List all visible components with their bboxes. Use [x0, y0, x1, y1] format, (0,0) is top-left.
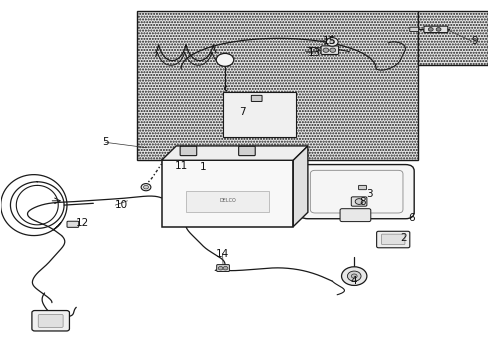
FancyBboxPatch shape [423, 26, 447, 33]
Circle shape [218, 266, 223, 270]
FancyBboxPatch shape [381, 234, 404, 244]
Circle shape [326, 38, 337, 46]
Circle shape [435, 28, 440, 31]
Circle shape [323, 48, 328, 52]
FancyBboxPatch shape [32, 311, 69, 331]
Text: 14: 14 [216, 248, 229, 258]
Bar [185, 191, 268, 212]
FancyBboxPatch shape [238, 146, 255, 156]
FancyBboxPatch shape [321, 46, 338, 54]
Text: 5: 5 [102, 138, 109, 147]
Circle shape [427, 28, 432, 31]
FancyBboxPatch shape [358, 185, 366, 190]
Polygon shape [161, 146, 307, 160]
FancyBboxPatch shape [299, 165, 413, 219]
FancyBboxPatch shape [251, 95, 262, 102]
Bar [417, 12, 488, 65]
Circle shape [329, 48, 335, 52]
Bar [161, 160, 293, 226]
FancyBboxPatch shape [38, 315, 63, 327]
Text: 4: 4 [350, 276, 357, 286]
FancyBboxPatch shape [350, 197, 366, 206]
FancyBboxPatch shape [409, 27, 418, 32]
Text: 13: 13 [307, 48, 321, 58]
FancyBboxPatch shape [376, 231, 409, 248]
Polygon shape [293, 146, 307, 226]
FancyBboxPatch shape [180, 146, 196, 156]
Text: DELCO: DELCO [219, 198, 235, 203]
Circle shape [329, 40, 334, 44]
Circle shape [141, 184, 151, 191]
Text: 7: 7 [238, 107, 245, 117]
Text: 9: 9 [470, 36, 477, 46]
FancyBboxPatch shape [339, 209, 370, 222]
FancyBboxPatch shape [67, 221, 79, 227]
Bar [137, 12, 417, 160]
Circle shape [216, 53, 233, 66]
Text: 8: 8 [358, 197, 365, 207]
Text: 12: 12 [76, 218, 89, 228]
Circle shape [346, 271, 360, 281]
FancyBboxPatch shape [216, 265, 229, 271]
Circle shape [223, 266, 227, 270]
Text: 15: 15 [322, 36, 335, 46]
Circle shape [143, 185, 148, 189]
Text: 11: 11 [174, 161, 187, 171]
Circle shape [354, 199, 362, 204]
Text: 10: 10 [115, 200, 128, 210]
Circle shape [350, 274, 356, 278]
Text: 3: 3 [366, 189, 372, 199]
Bar [222, 92, 295, 137]
Text: 6: 6 [407, 213, 414, 222]
Circle shape [341, 267, 366, 285]
Text: 2: 2 [400, 233, 407, 243]
Text: 1: 1 [199, 162, 206, 172]
